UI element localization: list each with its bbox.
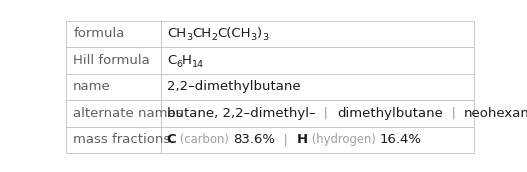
Text: H: H — [296, 133, 308, 146]
Text: (carbon): (carbon) — [177, 133, 233, 146]
Text: CH: CH — [167, 27, 186, 40]
Text: |: | — [315, 107, 337, 120]
Text: ): ) — [257, 27, 262, 40]
Text: 3: 3 — [262, 33, 268, 42]
Text: CH: CH — [192, 27, 211, 40]
Text: formula: formula — [73, 27, 124, 40]
Text: Hill formula: Hill formula — [73, 54, 150, 67]
Text: butane, 2,2–dimethyl–: butane, 2,2–dimethyl– — [167, 107, 315, 120]
Text: dimethylbutane: dimethylbutane — [337, 107, 443, 120]
Text: |: | — [275, 133, 296, 146]
Text: mass fractions: mass fractions — [73, 133, 170, 146]
Text: C(CH: C(CH — [217, 27, 251, 40]
Text: neohexane: neohexane — [464, 107, 527, 120]
Text: name: name — [73, 80, 111, 93]
Text: 3: 3 — [251, 33, 257, 42]
Text: 16.4%: 16.4% — [379, 133, 421, 146]
Text: alternate names: alternate names — [73, 107, 183, 120]
Text: 2,2–dimethylbutane: 2,2–dimethylbutane — [167, 80, 300, 93]
Text: |: | — [443, 107, 464, 120]
Text: 83.6%: 83.6% — [233, 133, 275, 146]
Text: 2: 2 — [211, 33, 217, 42]
Text: 6: 6 — [176, 60, 182, 69]
Text: H: H — [182, 54, 192, 67]
Text: C: C — [167, 54, 176, 67]
Text: C: C — [167, 133, 177, 146]
Text: (hydrogen): (hydrogen) — [308, 133, 379, 146]
Text: 3: 3 — [186, 33, 192, 42]
Text: 14: 14 — [192, 60, 204, 69]
